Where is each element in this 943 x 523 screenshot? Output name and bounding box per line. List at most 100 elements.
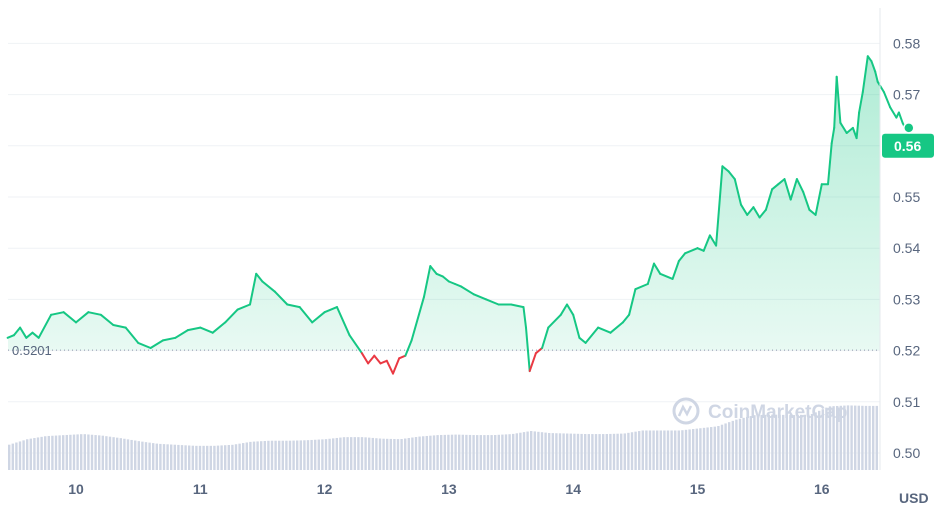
price-segment [336, 306, 351, 337]
volume-bar [270, 440, 274, 470]
volume-bar [245, 442, 248, 470]
volume-bar [861, 405, 864, 470]
current-price-dot[interactable] [903, 122, 915, 134]
volume-bar [371, 437, 374, 470]
price-segment [392, 357, 401, 375]
volume-bar [173, 444, 176, 470]
y-tick-label: 0.50 [893, 445, 920, 461]
volume-bar [418, 436, 421, 470]
volume-bar [515, 433, 518, 470]
volume-bar [764, 414, 767, 470]
volume-bar [213, 445, 216, 470]
price-segment [764, 188, 774, 211]
price-segment [646, 262, 655, 285]
volume-bar [263, 440, 266, 470]
volume-bar [292, 440, 295, 470]
volume-bar [393, 439, 396, 470]
y-tick-label: 0.52 [893, 343, 920, 359]
volume-bar [461, 434, 464, 470]
volume-bar [450, 434, 454, 470]
coinmarketcap-watermark: CoinMarketCap [672, 397, 847, 425]
volume-bar [850, 405, 853, 470]
price-area-fill [8, 56, 880, 351]
volume-bar [288, 440, 292, 470]
reference-value-label: 0.5201 [12, 343, 52, 358]
volume-bar [796, 414, 799, 470]
volume-bar [422, 436, 425, 470]
price-segment [367, 354, 376, 365]
x-tick-label: 12 [317, 481, 333, 497]
volume-bar [116, 437, 119, 470]
price-segment [236, 303, 251, 311]
price-segment [273, 290, 289, 306]
price-segment [224, 308, 239, 324]
price-segment [75, 311, 90, 324]
volume-bar [317, 439, 320, 470]
volume-bar [843, 405, 846, 470]
volume-bar [72, 434, 76, 470]
volume-bar [789, 415, 792, 470]
volume-bar [407, 438, 410, 470]
volume-bar [396, 439, 400, 470]
volume-bar [15, 442, 18, 470]
price-segment [653, 262, 662, 275]
price-segment [783, 178, 792, 201]
volume-bar [47, 435, 50, 470]
price-segment [889, 106, 898, 119]
volume-bar [728, 422, 731, 470]
volume-bar [645, 430, 648, 470]
price-segment [566, 303, 575, 316]
volume-bar [101, 435, 104, 470]
volume-bar [652, 430, 655, 470]
volume-bar [584, 434, 587, 470]
price-segment [360, 352, 370, 365]
volume-bar [828, 406, 832, 470]
volume-bar [177, 444, 180, 470]
price-segment [746, 206, 755, 216]
volume-bar [692, 429, 695, 470]
volume-bar [51, 435, 54, 470]
volume-bar [663, 430, 666, 470]
volume-bar [612, 433, 616, 470]
volume-bar [274, 440, 277, 470]
volume-bar [623, 433, 626, 470]
volume-bar [306, 440, 310, 470]
volume-bar [738, 418, 742, 470]
volume-bar [544, 432, 547, 470]
volume-bar [378, 438, 382, 470]
price-segment [510, 303, 525, 309]
volume-bar [148, 442, 151, 470]
volume-bar [684, 429, 688, 470]
x-tick-label: 10 [68, 481, 84, 497]
price-segment [808, 208, 817, 216]
volume-bar [87, 434, 90, 470]
volume-bar [155, 443, 158, 470]
volume-bar [825, 407, 828, 470]
price-segment [740, 203, 749, 216]
volume-bar [836, 405, 839, 470]
volume-bar [778, 414, 781, 470]
volume-bar [702, 427, 706, 470]
price-segment [162, 336, 177, 342]
volume-bar [864, 405, 868, 470]
volume-bar [807, 414, 810, 470]
volume-bar [476, 435, 479, 470]
volume-bar [670, 430, 673, 470]
price-segment [525, 326, 531, 373]
currency-unit-label: USD [899, 490, 929, 506]
volume-bar [569, 433, 572, 470]
volume-bar [771, 414, 774, 470]
price-segment [398, 354, 407, 360]
volume-bar [782, 414, 785, 470]
volume-bar [501, 434, 504, 470]
y-tick-label: 0.53 [893, 291, 920, 307]
volume-bar [134, 440, 137, 470]
volume-bar [180, 445, 184, 470]
volume-bar [40, 436, 43, 470]
volume-bar [504, 434, 508, 470]
volume-bar [368, 437, 371, 470]
price-segment [99, 313, 115, 326]
price-segment [702, 234, 711, 252]
volume-bar [760, 414, 763, 470]
